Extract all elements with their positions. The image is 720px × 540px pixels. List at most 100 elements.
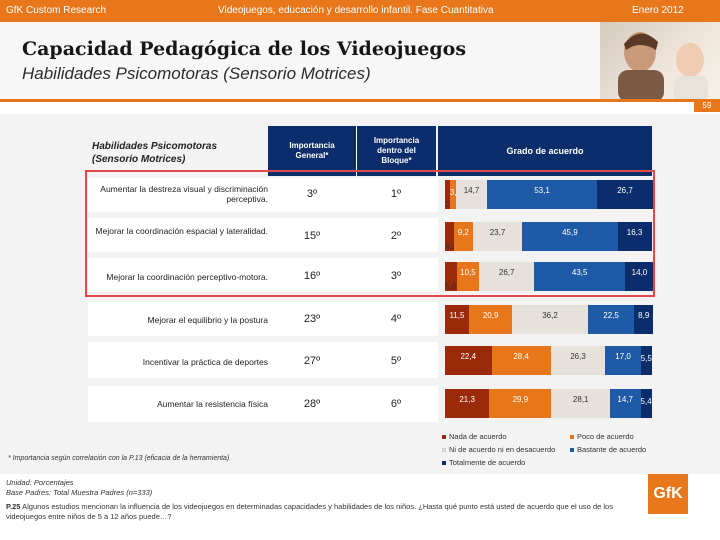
bar-segment bbox=[468, 305, 513, 334]
legend-item-2: Poco de acuerdo bbox=[570, 432, 634, 441]
legend-item-3: Ni de acuerdo ni en desacuerdo bbox=[442, 445, 555, 454]
bar-segment-label: 28,4 bbox=[513, 352, 529, 361]
legend-swatch-4 bbox=[570, 448, 574, 453]
gfk-logo: GfK bbox=[648, 474, 688, 514]
row-background-6 bbox=[88, 386, 438, 422]
bar-segment-label: 14,7 bbox=[617, 395, 633, 404]
legend-swatch-1 bbox=[442, 435, 446, 440]
bar-segment-label: 3,1 bbox=[450, 188, 461, 197]
row-label-4: Mejorar el equilibrio y la postura bbox=[147, 315, 268, 325]
legend-label-5: Totalmente de acuerdo bbox=[449, 458, 526, 467]
question-text: P.25 Algunos estudios mencionan la influ… bbox=[6, 502, 646, 522]
bar-segment bbox=[522, 222, 618, 251]
legend-item-1: Nada de acuerdo bbox=[442, 432, 507, 441]
stacked-bar-5: 22,4 28,4 26,3 17,0 5,5 bbox=[445, 346, 653, 375]
bar-segment bbox=[550, 346, 606, 375]
bar-segment bbox=[486, 180, 598, 209]
bar-segment bbox=[640, 389, 652, 418]
row-label-6: Aumentar la resistencia física bbox=[156, 399, 268, 409]
bar-segment-label: 26,7 bbox=[617, 186, 633, 195]
row-background-2 bbox=[88, 218, 438, 252]
row-imp-general-3: 16º bbox=[303, 270, 321, 282]
header-divider bbox=[0, 99, 720, 102]
bar-segment bbox=[445, 222, 454, 251]
row-label-3: Mejorar la coordinación perceptivo-motor… bbox=[106, 272, 268, 282]
bar-segment bbox=[491, 346, 551, 375]
row-label-2: Mejorar la coordinación espacial y later… bbox=[95, 226, 268, 236]
bar-segment bbox=[597, 180, 653, 209]
highlight-box bbox=[85, 170, 655, 297]
top-bar: GfK Custom Research Videojuegos, educaci… bbox=[0, 0, 720, 22]
legend-swatch-5 bbox=[442, 461, 446, 466]
row-imp-bloque-1: 1º bbox=[390, 188, 402, 200]
bar-segment bbox=[457, 262, 479, 291]
row-background-5 bbox=[88, 342, 438, 378]
bar-segment-label: 9,2 bbox=[457, 228, 469, 237]
legend-swatch-3 bbox=[442, 448, 446, 453]
bar-segment bbox=[453, 222, 473, 251]
legend-label-2: Poco de acuerdo bbox=[577, 432, 634, 441]
unit-note: Unidad: Porcentajes Base Padres: Total M… bbox=[6, 478, 152, 498]
row-imp-general-1: 3º bbox=[306, 188, 318, 200]
bar-segment-label: 22,4 bbox=[460, 352, 477, 361]
row-imp-general-4: 23º bbox=[303, 313, 321, 325]
left-column-header: Habilidades Psicomotoras (Sensorio Motri… bbox=[92, 140, 252, 166]
bar-segment-label: 14,7 bbox=[463, 186, 480, 195]
bar-segment-label: 11,5 bbox=[449, 311, 465, 320]
bar-segment bbox=[472, 222, 523, 251]
bar-segment-label: 5,4 bbox=[640, 397, 652, 406]
bar-segment bbox=[489, 389, 552, 418]
row-imp-bloque-5: 5º bbox=[390, 355, 402, 367]
page-title: Capacidad Pedagógica de los Videojuegos bbox=[22, 38, 467, 60]
bar-segment bbox=[640, 346, 653, 375]
bar-segment bbox=[445, 305, 469, 334]
bar-segment bbox=[478, 262, 535, 291]
bar-segment bbox=[534, 262, 625, 291]
bar-segment-label: 20,9 bbox=[482, 311, 499, 320]
bar-segment bbox=[445, 346, 492, 375]
family-photo-illustration bbox=[618, 32, 708, 100]
bar-segment-label: 26,3 bbox=[570, 352, 586, 361]
bar-segment bbox=[456, 180, 487, 209]
legend-label-4: Bastante de acuerdo bbox=[577, 445, 647, 454]
header-photo bbox=[600, 22, 720, 100]
bar-segment-label: 10,5 bbox=[460, 268, 476, 277]
bar-segment bbox=[624, 262, 655, 291]
importancia-general-header: Importancia General* bbox=[268, 126, 356, 176]
bar-segment-label: 23,7 bbox=[489, 228, 506, 237]
stacked-bar-4: 11,5 20,9 36,2 22,5 8,9 bbox=[445, 305, 653, 334]
bar-segment-label: 16,3 bbox=[626, 228, 643, 237]
row-imp-general-5: 27º bbox=[303, 355, 321, 367]
bar-segment-label: 4,2 bbox=[445, 242, 457, 251]
legend-label-3: Ni de acuerdo ni en desacuerdo bbox=[449, 445, 556, 454]
bar-segment-label: 22,5 bbox=[603, 311, 619, 320]
row-label-1: Aumentar la destreza visual y discrimina… bbox=[100, 184, 268, 204]
bar-segment-label: 43,5 bbox=[571, 268, 588, 277]
bar-segment-label: 21,3 bbox=[459, 395, 475, 404]
base-text: Base Padres: Total Muestra Padres (n=333… bbox=[6, 488, 153, 497]
row-imp-general-2: 15º bbox=[303, 230, 321, 242]
legend-item-4: Bastante de acuerdo bbox=[570, 445, 646, 454]
stacked-bar-3: 5,8 10,5 26,7 43,5 14,0 bbox=[445, 262, 655, 291]
bar-segment-label: 26,7 bbox=[498, 268, 515, 277]
bar-segment bbox=[617, 222, 652, 251]
grado-acuerdo-header: Grado de acuerdo bbox=[438, 126, 652, 176]
bar-segment bbox=[512, 305, 588, 334]
bar-segment bbox=[551, 389, 610, 418]
row-imp-bloque-3: 3º bbox=[390, 270, 402, 282]
page-subtitle: Habilidades Psicomotoras (Sensorio Motri… bbox=[22, 64, 371, 83]
question-body: Algunos estudios mencionan la influencia… bbox=[6, 502, 613, 521]
bar-segment bbox=[605, 346, 641, 375]
bar-segment bbox=[587, 305, 635, 334]
report-date: Enero 2012 bbox=[632, 5, 684, 16]
row-background-1 bbox=[88, 178, 438, 212]
bar-segment-label: 5,8 bbox=[445, 282, 457, 291]
stacked-bar-1: 2,33,114,753,126,7 bbox=[445, 180, 653, 209]
question-code: P.25 bbox=[6, 502, 21, 511]
row-background-4 bbox=[88, 302, 438, 336]
bar-segment bbox=[445, 389, 490, 418]
footnote: * Importancia según correlación con la P… bbox=[8, 455, 230, 462]
stacked-bar-2: 4,2 9,2 23,7 45,9 16,3 bbox=[445, 222, 653, 251]
row-imp-general-6: 28º bbox=[303, 398, 321, 410]
importancia-bloque-header: Importancia dentro del Bloque* bbox=[356, 126, 436, 176]
